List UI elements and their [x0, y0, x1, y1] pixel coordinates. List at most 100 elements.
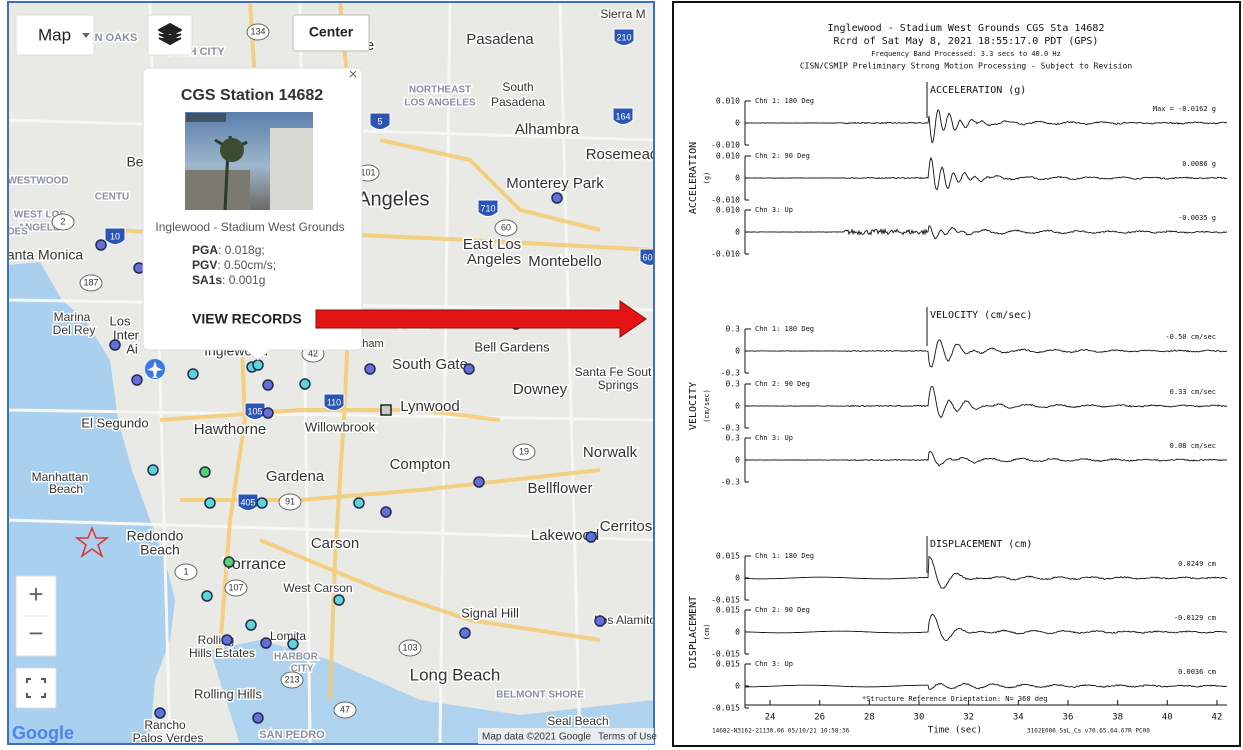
station-marker [586, 532, 596, 542]
map-label: South Gate [392, 356, 468, 373]
map-label: Downey [513, 381, 568, 398]
center-button[interactable]: Center [293, 15, 369, 51]
station-marker [253, 713, 263, 723]
panel-unit: (g) [703, 172, 711, 185]
map-label: BELMONT SHORE [496, 690, 584, 701]
map-label: CENTU [95, 192, 129, 203]
channel-tick-label: 0 [735, 228, 740, 237]
shield-number: 605 [642, 252, 657, 262]
station-marker [110, 340, 120, 350]
map-label: anta Monica [7, 247, 83, 263]
zoom-controls: + − [16, 576, 56, 656]
channel-tick-label: 0.015 [716, 606, 740, 615]
station-marker [155, 708, 165, 718]
zoom-in[interactable]: + [28, 579, 43, 609]
zoom-out[interactable]: − [28, 618, 43, 648]
channel-name: Chn 1: 180 Deg [755, 97, 814, 105]
station-marker [365, 364, 375, 374]
channel-tick-label: -0.015 [711, 704, 740, 713]
map-label: West Carson [283, 581, 352, 595]
map-label: HARBOR [274, 652, 319, 663]
google-logo: Google [12, 723, 74, 743]
channel-tick-label: 0 [735, 347, 740, 356]
panel-side-label: VELOCITY [688, 382, 699, 430]
view-records-link[interactable]: VIEW RECORDS [192, 311, 302, 327]
shield-number: 1 [183, 566, 188, 576]
station-marker [188, 369, 198, 379]
strong-motion-record: Inglewood - Stadium West Grounds CGS Sta… [672, 0, 1243, 748]
time-tick-label: 30 [914, 713, 925, 723]
map-label: Cerritos [600, 518, 653, 535]
map-label: WESTWOOD [7, 176, 68, 187]
channel-tick-label: -0.015 [711, 650, 740, 659]
time-tick-label: 34 [1013, 713, 1024, 723]
station-photo [185, 112, 313, 210]
station-marker [224, 557, 234, 567]
attribution: Map data ©2021 Google [482, 732, 592, 743]
channel-tick-label: 0 [735, 574, 740, 583]
shield-number: 213 [284, 674, 299, 684]
channel-peak: 0.0086 g [1182, 160, 1216, 168]
map-label: NORTHEAST [409, 85, 471, 96]
map-type-button[interactable]: Map [16, 15, 94, 55]
map-type-label: Map [38, 25, 71, 44]
station-marker [552, 193, 562, 203]
map-label: Seal Beach [547, 714, 608, 728]
map-label: LOS ANGELES [404, 98, 476, 109]
record-header-line: Frequency Band Processed: 3.3 secs to 40… [871, 50, 1061, 58]
channel-name: Chn 3: Up [755, 206, 793, 214]
channel-tick-label: 0 [735, 119, 740, 128]
pga-value: : 0.018g; [218, 243, 265, 257]
popup-close[interactable]: × [349, 66, 358, 83]
channel-tick-label: -0.3 [721, 478, 740, 487]
time-tick-label: 28 [864, 713, 875, 723]
shield-number: 710 [480, 203, 495, 213]
terms-link[interactable]: Terms of Use [598, 732, 657, 743]
map-label: Be [126, 154, 143, 170]
channel-tick-label: 0.015 [716, 660, 740, 669]
channel-tick-label: 0.3 [726, 325, 741, 334]
station-marker [464, 364, 474, 374]
channel-peak: 0.0249 cm [1178, 560, 1216, 568]
channel-tick-label: 0 [735, 682, 740, 691]
channel-name: Chn 3: Up [755, 434, 793, 442]
fullscreen-button[interactable] [16, 668, 56, 708]
station-marker [300, 379, 310, 389]
channel-tick-label: 0 [735, 456, 740, 465]
pgv-value: : 0.50cm/s; [217, 258, 276, 272]
map-label: Rancho [144, 718, 186, 732]
map-label: SAN PEDRO [259, 729, 325, 741]
shield-number: 2 [60, 216, 65, 226]
airport-icon [145, 359, 165, 379]
station-marker [354, 498, 364, 508]
popup-sa1s: SA1s: 0.001g [192, 273, 265, 287]
pgv-label: PGV [192, 258, 217, 272]
map-label: Willowbrook [305, 419, 376, 434]
channel-peak: 0.08 cm/sec [1170, 442, 1216, 450]
map-label: Bellflower [527, 480, 592, 497]
map-label: Beach [140, 542, 180, 558]
record-border [673, 2, 1240, 746]
channel-tick-label: 0.3 [726, 380, 741, 389]
channel-tick-label: 0.015 [716, 552, 740, 561]
layers-button[interactable] [148, 15, 192, 55]
shield-number: 110 [327, 397, 341, 407]
time-tick-label: 40 [1162, 713, 1173, 723]
map-label: Santa Fe Sout [575, 365, 652, 379]
shield-number: 105 [247, 406, 262, 416]
station-marker [261, 638, 271, 648]
shield-number: 210 [616, 32, 631, 42]
panel-title: VELOCITY (cm/sec) [930, 310, 1032, 321]
channel-peak: -0.0129 cm [1174, 614, 1216, 622]
map-label: Angeles [467, 251, 521, 268]
map-label: ADES [0, 227, 28, 238]
map[interactable]: PasadenaSouthPasadenaAlhambraRosemeadMon… [0, 0, 660, 750]
station-marker [253, 360, 263, 370]
map-label: Ai [126, 341, 138, 356]
map-label: Sierra M [600, 7, 645, 21]
record-header-line: Rcrd of Sat May 8, 2021 18:55:17.0 PDT (… [834, 36, 1099, 47]
time-tick-label: 24 [765, 713, 776, 723]
channel-peak: -0.50 cm/sec [1165, 333, 1216, 341]
channel-tick-label: 0.010 [716, 206, 740, 215]
station-marker [148, 465, 158, 475]
